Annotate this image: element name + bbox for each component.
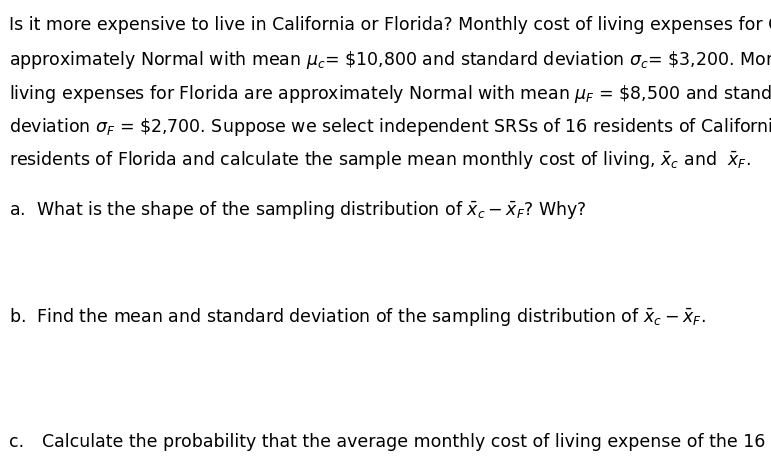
Text: Calculate the probability that the average monthly cost of living expense of the: Calculate the probability that the avera…	[42, 433, 771, 451]
Text: deviation $\sigma_F$ = \$2,700. Suppose we select independent SRSs of 16 residen: deviation $\sigma_F$ = \$2,700. Suppose …	[9, 116, 771, 138]
Text: living expenses for Florida are approximately Normal with mean $\mu_F$ = \$8,500: living expenses for Florida are approxim…	[9, 83, 771, 105]
Text: residents of Florida and calculate the sample mean monthly cost of living, $\bar: residents of Florida and calculate the s…	[9, 149, 751, 171]
Text: a.  What is the shape of the sampling distribution of $\bar{x}_c - \bar{x}_F$? W: a. What is the shape of the sampling dis…	[9, 199, 587, 222]
Text: approximately Normal with mean $\mu_c$= \$10,800 and standard deviation $\sigma_: approximately Normal with mean $\mu_c$= …	[9, 49, 771, 71]
Text: b.  Find the mean and standard deviation of the sampling distribution of $\bar{x: b. Find the mean and standard deviation …	[9, 306, 706, 328]
Text: c.: c.	[9, 433, 25, 451]
Text: Is it more expensive to live in California or Florida? Monthly cost of living ex: Is it more expensive to live in Californ…	[9, 16, 771, 34]
